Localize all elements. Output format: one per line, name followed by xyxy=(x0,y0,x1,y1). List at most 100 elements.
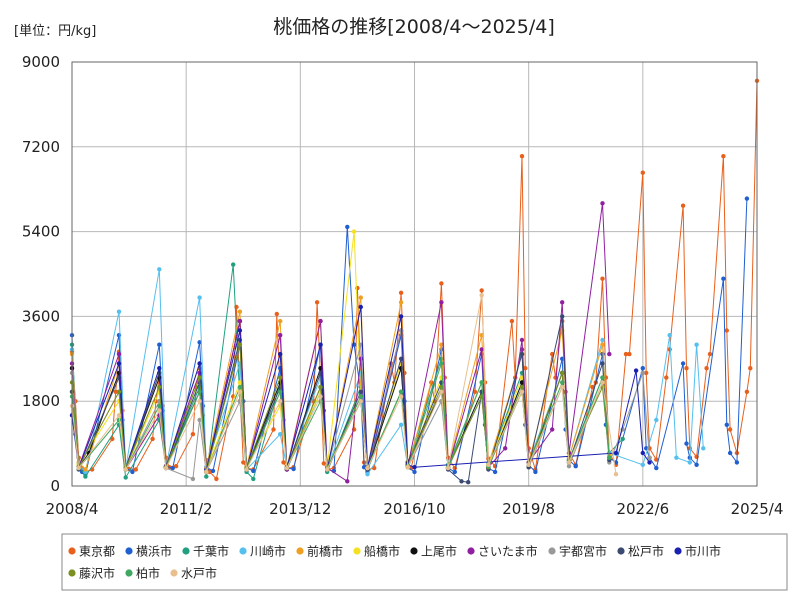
data-point xyxy=(694,342,699,347)
data-point xyxy=(237,328,243,333)
data-point xyxy=(654,417,659,423)
data-point xyxy=(358,389,363,394)
data-point xyxy=(345,479,350,484)
data-point xyxy=(600,342,605,347)
legend-label: 千葉市 xyxy=(193,544,229,559)
data-point xyxy=(278,389,283,394)
data-point xyxy=(466,480,471,485)
legend-label: 松戸市 xyxy=(628,544,664,559)
data-point xyxy=(116,351,122,357)
data-point xyxy=(748,366,753,371)
data-point xyxy=(251,468,256,474)
legend-label: 柏市 xyxy=(136,566,160,581)
data-point xyxy=(190,432,196,437)
data-point xyxy=(113,389,118,394)
data-point xyxy=(640,370,645,376)
unit-label: [単位：円/kg] xyxy=(14,23,96,39)
data-point xyxy=(607,455,612,460)
data-point xyxy=(724,422,729,427)
plot-frame xyxy=(71,61,758,487)
data-point xyxy=(398,300,404,305)
data-point xyxy=(365,472,370,477)
data-point xyxy=(640,462,645,467)
data-point xyxy=(157,267,162,272)
data-point xyxy=(707,351,713,357)
data-point xyxy=(116,375,122,380)
data-point xyxy=(197,361,202,366)
legend-label: 前橋市 xyxy=(307,544,343,559)
y-tick-label: 3600 xyxy=(22,307,60,325)
data-point xyxy=(647,460,652,465)
x-tick-label: 2008/4 xyxy=(46,500,99,518)
data-point xyxy=(439,342,444,347)
y-tick-label: 5400 xyxy=(22,223,60,241)
data-point xyxy=(358,394,363,399)
data-point xyxy=(684,366,689,371)
data-point xyxy=(509,318,515,324)
legend-marker xyxy=(548,547,556,555)
legend-marker xyxy=(68,547,76,555)
data-point xyxy=(412,469,417,475)
data-point xyxy=(687,460,692,465)
data-point xyxy=(600,276,605,281)
data-point xyxy=(291,466,296,472)
data-point xyxy=(439,375,444,380)
data-point xyxy=(197,375,202,380)
data-point xyxy=(439,389,444,394)
data-point xyxy=(459,479,464,484)
data-point xyxy=(519,389,525,394)
data-point xyxy=(173,464,179,469)
data-point xyxy=(526,462,531,467)
legend-frame xyxy=(61,533,788,591)
data-point xyxy=(231,262,236,267)
data-point xyxy=(613,450,619,456)
data-point xyxy=(318,318,323,324)
data-point xyxy=(533,469,538,475)
data-point xyxy=(623,351,629,357)
data-point xyxy=(620,436,625,442)
legend-marker xyxy=(182,547,190,555)
data-point xyxy=(398,290,404,295)
data-point xyxy=(123,475,128,480)
data-point xyxy=(627,351,632,357)
data-point xyxy=(667,333,672,338)
data-point xyxy=(398,422,404,427)
data-point xyxy=(523,366,528,371)
data-point xyxy=(607,351,612,357)
data-point xyxy=(163,465,169,471)
grid xyxy=(72,62,757,486)
x-axis-ticks: 2008/4 2011/2 2013/12 2016/10 2019/8 2022/6 20… xyxy=(46,500,784,518)
data-point xyxy=(197,340,202,345)
legend-marker xyxy=(170,569,178,577)
data-point xyxy=(116,413,122,418)
data-point xyxy=(479,288,484,293)
data-point xyxy=(654,457,659,462)
data-point xyxy=(278,333,283,338)
data-point xyxy=(197,417,202,423)
data-point xyxy=(207,469,212,475)
data-point xyxy=(519,154,525,159)
data-point xyxy=(550,427,555,432)
legend-label: 川崎市 xyxy=(250,544,286,559)
data-point xyxy=(278,375,283,380)
y-tick-label: 1800 xyxy=(22,392,60,410)
data-point xyxy=(358,399,363,404)
data-point xyxy=(398,328,404,333)
data-point xyxy=(704,366,709,371)
data-point xyxy=(405,465,410,470)
data-point xyxy=(278,318,283,324)
series-line xyxy=(71,268,704,475)
data-point xyxy=(439,361,444,366)
data-point xyxy=(590,384,595,390)
data-point xyxy=(560,300,565,305)
data-point xyxy=(701,446,706,451)
data-point xyxy=(157,403,162,409)
series-line xyxy=(71,294,617,475)
y-tick-label: 0 xyxy=(50,477,60,495)
data-point xyxy=(116,389,122,394)
legend-label: さいたま市 xyxy=(478,544,538,559)
x-tick-label: 2025/4 xyxy=(731,500,784,518)
series xyxy=(69,267,706,477)
data-point xyxy=(674,455,679,460)
